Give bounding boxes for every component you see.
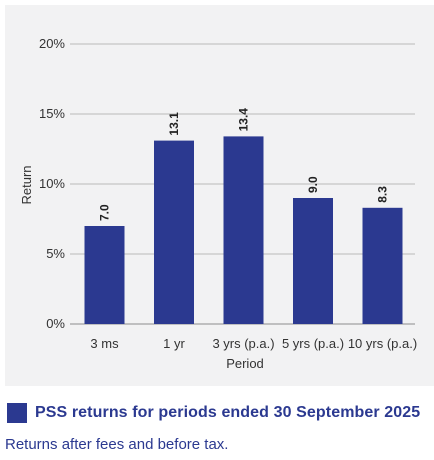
- x-tick-label: 1 yr: [163, 336, 185, 351]
- x-tick-label: 5 yrs (p.a.): [282, 336, 344, 351]
- bar: [223, 136, 264, 324]
- bar: [362, 207, 403, 324]
- y-tick-label: 20%: [39, 36, 65, 51]
- data-label: 9.0: [306, 176, 320, 193]
- y-tick-label: 5%: [46, 246, 65, 261]
- bar: [84, 226, 125, 324]
- legend: PSS returns for periods ended 30 Septemb…: [7, 403, 420, 423]
- bar: [293, 198, 333, 324]
- bar: [154, 140, 194, 324]
- legend-swatch: [7, 403, 27, 423]
- returns-bar-chart: 0% 5% 10% 15% 20% 7.0 3 ms 13.1 1 yr 13.4 3 yrs (p…: [19, 36, 417, 371]
- x-tick-label: 10 yrs (p.a.): [348, 336, 417, 351]
- x-tick-label: 3 yrs (p.a.): [212, 336, 274, 351]
- y-tick-label: 0%: [46, 316, 65, 331]
- chart-panel: 0% 5% 10% 15% 20% 7.0 3 ms 13.1 1 yr 13.4 3 yrs (p…: [5, 5, 434, 386]
- data-label: 8.3: [376, 186, 390, 203]
- legend-label: PSS returns for periods ended 30 Septemb…: [35, 404, 421, 421]
- x-axis-title: Period: [226, 356, 264, 371]
- x-tick-label: 3 ms: [90, 336, 119, 351]
- y-tick-label: 15%: [39, 106, 65, 121]
- data-label: 7.0: [98, 204, 112, 221]
- y-tick-label: 10%: [39, 176, 65, 191]
- footnote: Returns after fees and before tax.: [5, 436, 229, 453]
- data-label: 13.4: [237, 108, 251, 132]
- y-axis-title: Return: [19, 165, 34, 204]
- data-label: 13.1: [167, 112, 181, 136]
